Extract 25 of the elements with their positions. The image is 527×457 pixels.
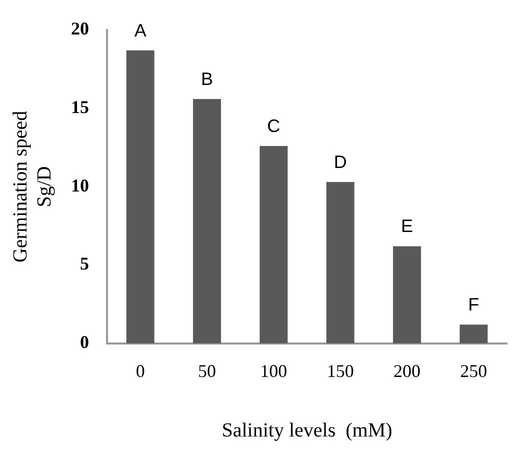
y-tick-label: 20	[71, 18, 89, 39]
y-axis-title: Germination speed Sg/D	[9, 110, 56, 263]
x-tick-label: 250	[460, 360, 488, 381]
x-tick-label: 200	[394, 360, 420, 381]
annotation: E	[400, 216, 414, 236]
annotation: D	[334, 152, 347, 172]
bar	[460, 324, 488, 344]
x-axis-title: Salinity levels (mM)	[222, 419, 392, 442]
bar	[326, 182, 354, 344]
bar	[193, 98, 221, 344]
bar	[260, 146, 288, 344]
y-tick-label: 15	[71, 97, 89, 118]
annotation: B	[200, 68, 214, 89]
x-tick-label: 50	[198, 360, 216, 381]
annotation: C	[267, 116, 280, 136]
x-tick-label: 100	[260, 360, 288, 381]
bar	[393, 246, 421, 344]
y-tick-label: 10	[71, 175, 89, 196]
y-tick-label: 5	[80, 254, 89, 274]
bar	[126, 50, 154, 344]
annotation: F	[468, 294, 480, 315]
annotation: A	[134, 20, 146, 40]
x-tick-label: 150	[326, 360, 354, 381]
x-tick-label: 0	[136, 360, 145, 381]
y-tick-label: 0	[80, 332, 89, 352]
